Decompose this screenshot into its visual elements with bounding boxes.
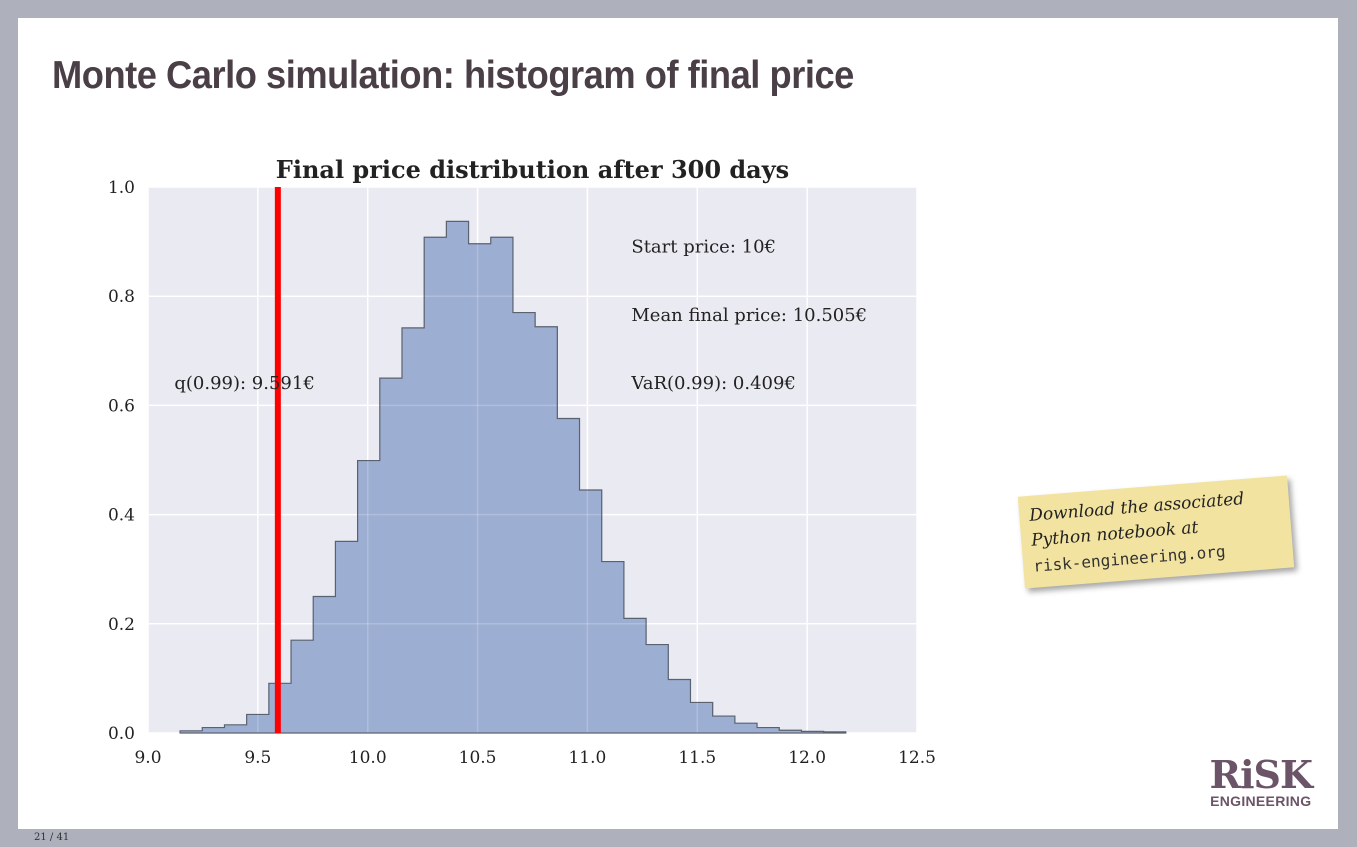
- x-tick-label: 9.5: [244, 748, 271, 768]
- histogram-bar: [379, 378, 403, 733]
- quantile-label: q(0.99): 9.591€: [174, 373, 314, 394]
- histogram-bar: [557, 418, 581, 733]
- annotation-text: VaR(0.99): 0.409€: [630, 373, 796, 394]
- histogram-bar: [357, 460, 381, 733]
- logo-text-big: RiSK: [1209, 752, 1313, 797]
- histogram-bar: [690, 702, 714, 733]
- slide-title: Monte Carlo simulation: histogram of fin…: [52, 54, 854, 97]
- y-tick-label: 0.8: [108, 287, 135, 307]
- histogram-bar: [535, 326, 558, 733]
- histogram-bar: [401, 327, 425, 733]
- x-tick-label: 10.5: [459, 748, 497, 768]
- histogram-bar: [202, 727, 225, 733]
- histogram-outline: [179, 220, 847, 734]
- x-tick-label: 12.0: [788, 748, 826, 768]
- chart-title: Final price distribution after 300 days: [276, 155, 789, 184]
- histogram-bar: [468, 243, 492, 733]
- histogram-bar: [646, 644, 669, 733]
- histogram-bar: [512, 312, 536, 733]
- y-tick-label: 1.0: [108, 178, 135, 198]
- x-tick-label: 10.0: [349, 748, 387, 768]
- histogram-chart: Final price distribution after 300 days …: [108, 155, 936, 768]
- histogram-bar: [779, 730, 802, 733]
- annotation-text: Start price: 10€: [631, 237, 776, 258]
- y-tick-label: 0.2: [108, 615, 135, 635]
- histogram-bar: [446, 221, 470, 733]
- histogram-bar: [424, 237, 447, 733]
- histogram-bar: [224, 724, 248, 733]
- histogram-bar: [712, 716, 736, 733]
- histogram-bar: [734, 723, 758, 733]
- annotations: Start price: 10€ Mean final price: 10.505…: [630, 237, 867, 394]
- histogram-bar: [601, 561, 625, 733]
- x-tick-label: 11.0: [568, 748, 606, 768]
- histogram-bar: [180, 730, 203, 733]
- histogram-bar: [246, 714, 270, 733]
- x-tick-label: 11.5: [678, 748, 716, 768]
- histogram-bar: [335, 541, 359, 733]
- notebook-download-note: Download the associated Python notebook …: [1017, 475, 1295, 589]
- histogram-bar: [668, 679, 691, 733]
- x-axis-ticks: 9.0 9.5 10.0 10.5 11.0 11.5 12.0 12.5: [134, 748, 935, 768]
- page-number: 21 / 41: [34, 832, 70, 843]
- histogram-bar: [490, 237, 514, 733]
- logo-text-small: ENGINEERING: [1210, 793, 1312, 809]
- y-axis-ticks: 0.0 0.2 0.4 0.6 0.8 1.0: [108, 178, 135, 744]
- histogram-bars: [180, 221, 847, 733]
- histogram-bar: [801, 731, 825, 733]
- histogram-bar: [757, 727, 780, 733]
- histogram-bar: [623, 618, 647, 733]
- histogram-bar: [313, 596, 336, 733]
- x-tick-label: 9.0: [134, 748, 161, 768]
- annotation-text: Mean final price: 10.505€: [631, 305, 867, 326]
- y-tick-label: 0.4: [108, 506, 135, 526]
- histogram-bar: [291, 640, 314, 733]
- histogram-bar: [579, 490, 603, 733]
- y-tick-label: 0.0: [108, 724, 135, 744]
- y-tick-label: 0.6: [108, 396, 135, 416]
- risk-engineering-logo: RiSK ENGINEERING: [1209, 752, 1313, 810]
- x-tick-label: 12.5: [898, 748, 936, 768]
